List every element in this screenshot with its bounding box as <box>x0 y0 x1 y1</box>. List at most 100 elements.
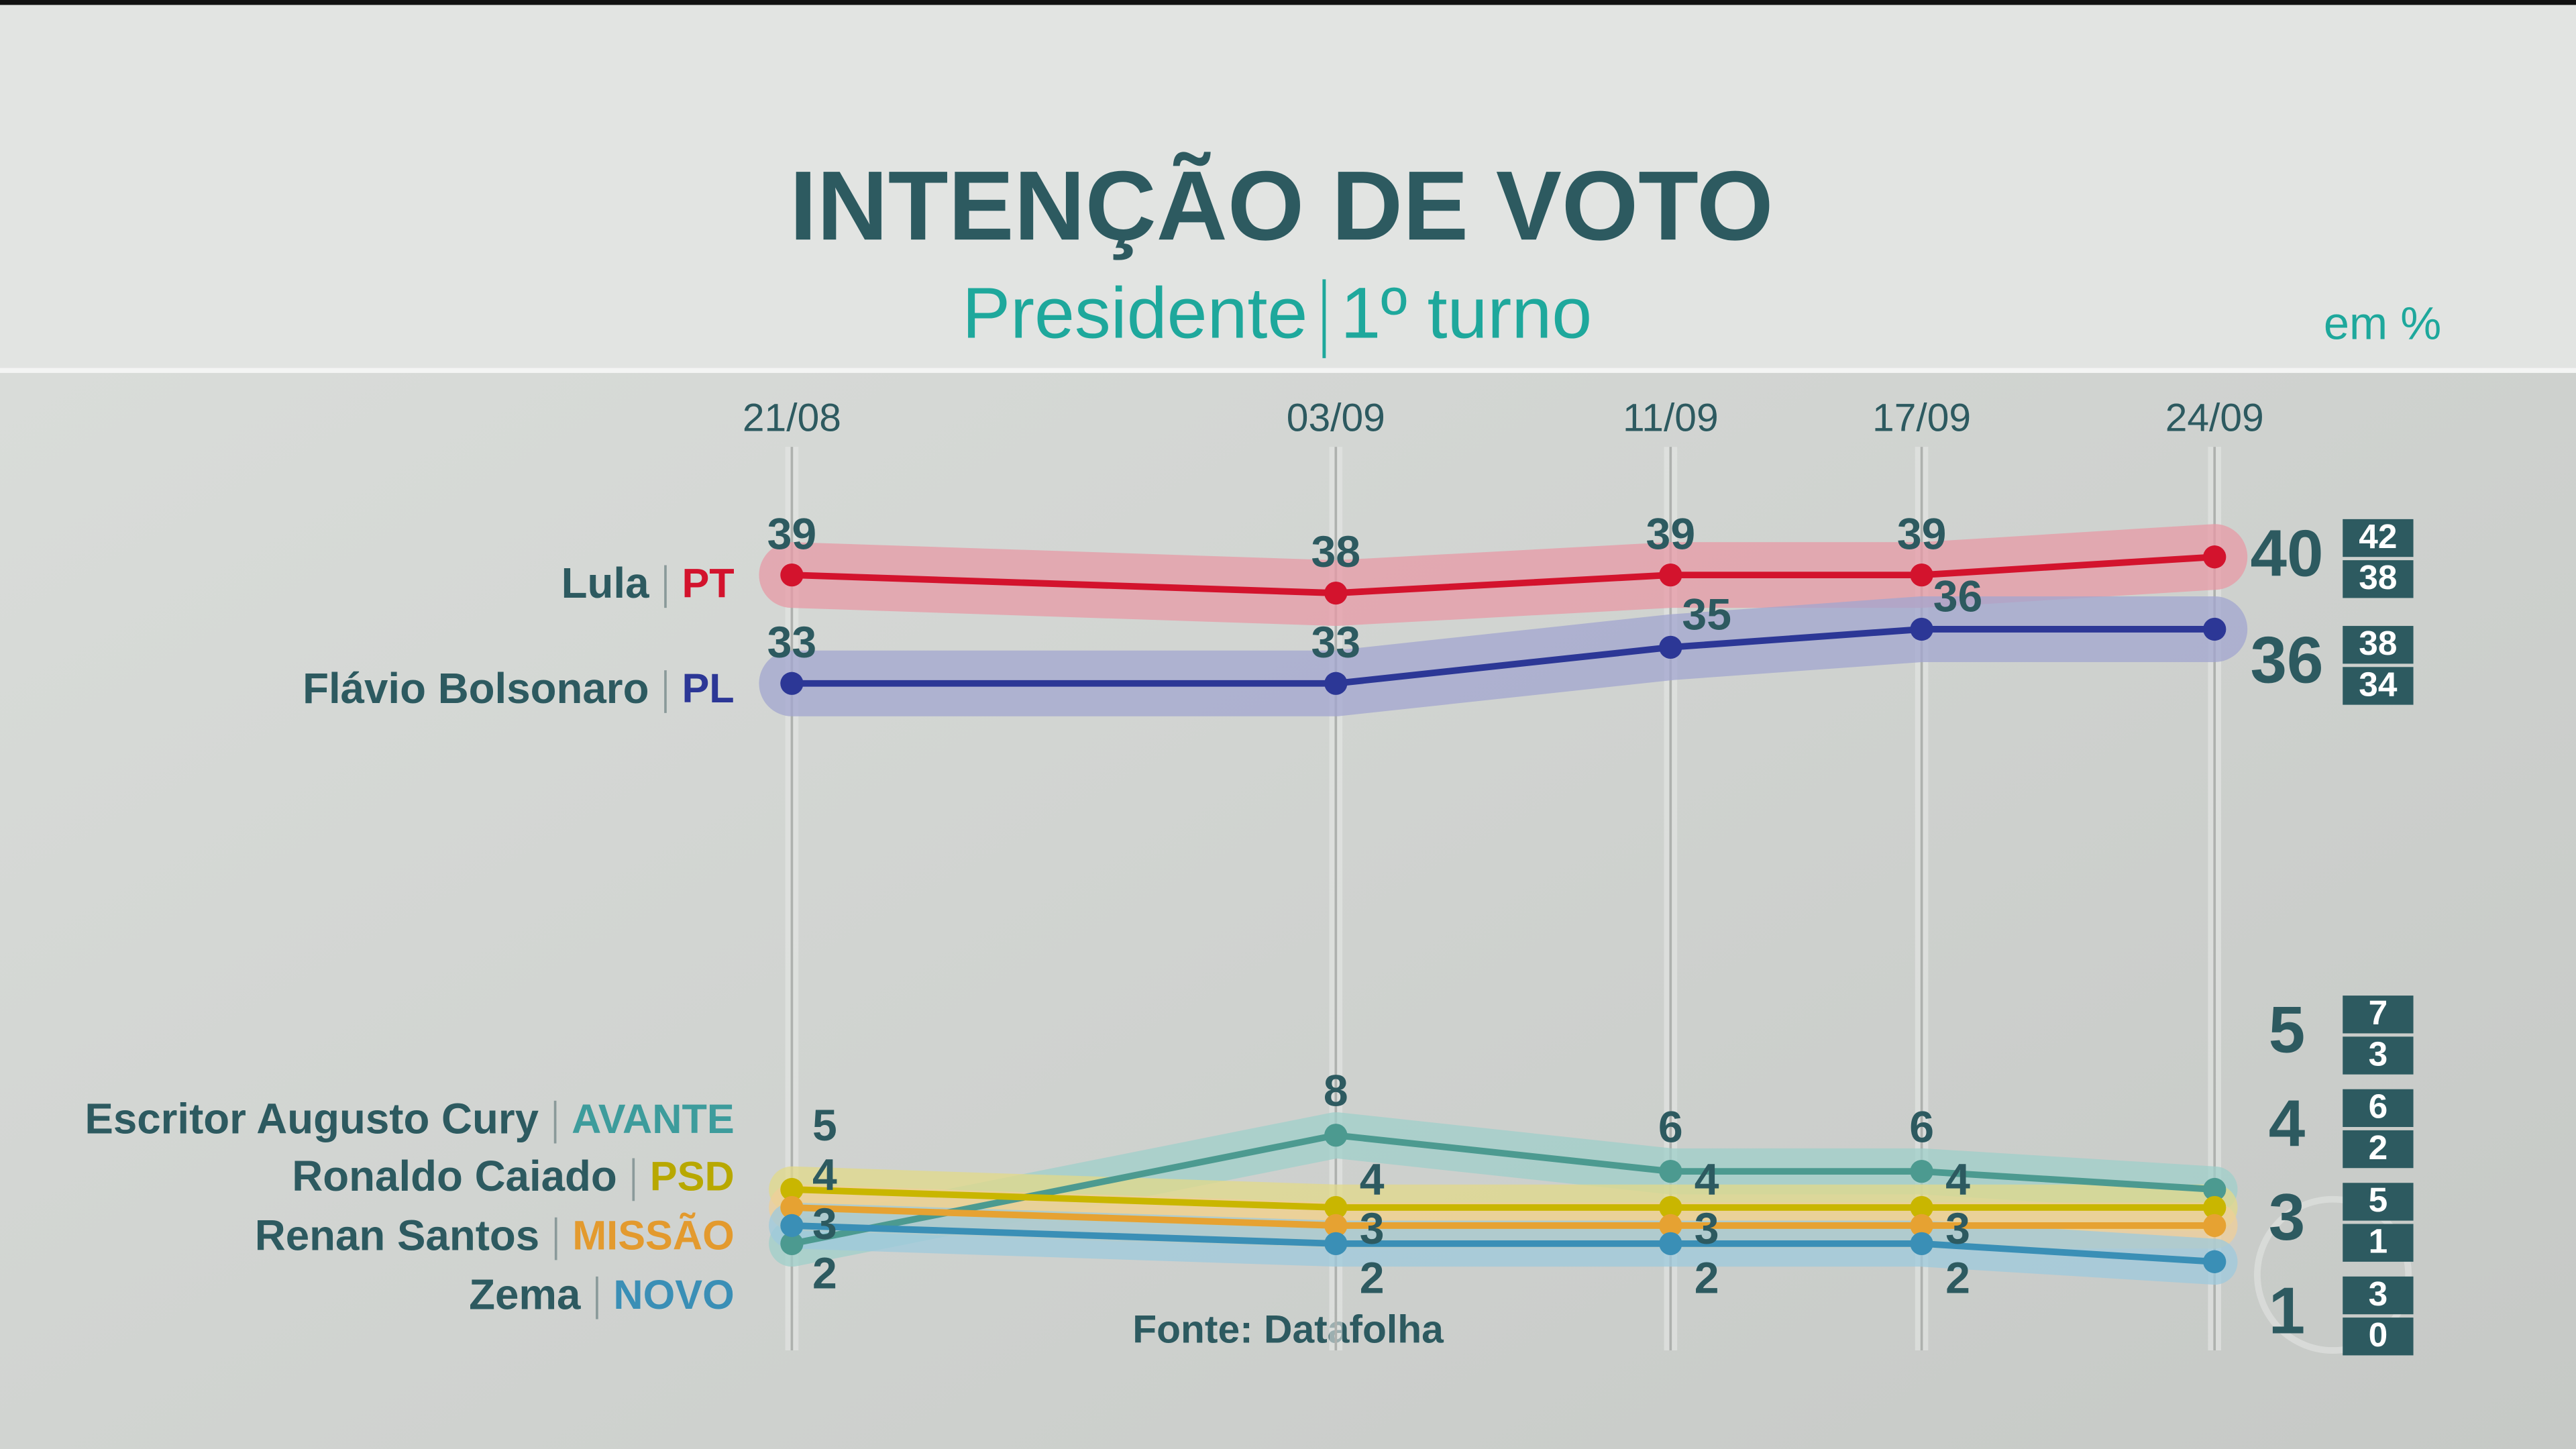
data-label: 35 <box>1682 590 1731 639</box>
data-point <box>2203 1250 2226 1273</box>
data-point <box>1910 617 1933 641</box>
data-point <box>1910 1214 1933 1238</box>
margin-value: 1 <box>2369 1221 2388 1260</box>
data-point <box>1910 1159 1933 1183</box>
data-point <box>2203 545 2226 569</box>
data-label: 3 <box>812 1199 837 1249</box>
x-tick-label: 17/09 <box>1872 396 1971 439</box>
data-point <box>1659 1159 1682 1183</box>
margin-value: 6 <box>2369 1087 2388 1126</box>
legend-party: NOVO <box>613 1272 734 1318</box>
source: Fonte: Datafolha <box>1132 1308 1444 1352</box>
margin-box <box>2343 667 2414 705</box>
margin-value: 38 <box>2359 623 2397 662</box>
data-label: 4 <box>1945 1155 1970 1205</box>
unit-label: em % <box>2324 297 2441 349</box>
top-strip <box>0 0 2576 5</box>
x-tick-label: 24/09 <box>2165 396 2264 439</box>
data-point <box>2203 617 2226 641</box>
data-label: 2 <box>1695 1254 1719 1303</box>
data-label: 8 <box>1324 1066 1348 1116</box>
margin-value: 42 <box>2359 517 2397 555</box>
legend-name: Zema <box>469 1271 581 1319</box>
legend-name: Lula <box>561 559 649 607</box>
margin-value: 2 <box>2369 1128 2388 1167</box>
legend-party: PSD <box>650 1154 735 1199</box>
legend-party: PT <box>682 560 734 606</box>
data-point <box>2203 1195 2226 1220</box>
data-label: 4 <box>1360 1155 1385 1205</box>
data-label: 39 <box>1646 509 1696 559</box>
legend-name: Flávio Bolsonaro <box>303 665 649 712</box>
data-label: 2 <box>1945 1254 1970 1303</box>
subtitle: Presidente <box>962 272 1307 354</box>
series-band <box>759 524 2248 627</box>
margin-value: 0 <box>2369 1315 2388 1354</box>
margin-value: 38 <box>2359 557 2397 596</box>
chart-title: INTENÇÃO DE VOTO <box>790 151 1774 261</box>
data-point <box>1324 1195 1348 1220</box>
margin-box <box>2343 1318 2414 1356</box>
legend-party: PL <box>682 665 734 711</box>
final-value: 40 <box>2251 517 2324 590</box>
header-divider <box>0 368 2576 373</box>
data-point <box>1910 564 1933 587</box>
x-tick-label: 03/09 <box>1287 396 1385 439</box>
margin-value: 7 <box>2369 993 2388 1032</box>
margin-box <box>2343 1276 2414 1315</box>
data-point <box>1910 1195 1933 1220</box>
data-label: 4 <box>812 1150 837 1199</box>
data-point <box>1324 581 1348 605</box>
margin-box <box>2343 1089 2414 1127</box>
final-value: 36 <box>2251 623 2324 697</box>
data-label: 38 <box>1311 527 1361 577</box>
data-label: 3 <box>1945 1204 1970 1254</box>
margin-value: 3 <box>2369 1274 2388 1313</box>
data-point <box>1324 672 1348 695</box>
data-label: 36 <box>1933 572 1983 621</box>
data-label: 4 <box>1695 1155 1719 1205</box>
data-point <box>1910 1232 1933 1256</box>
data-point <box>1324 1232 1348 1256</box>
data-point <box>1659 1195 1682 1220</box>
margin-value: 34 <box>2359 664 2398 703</box>
data-label: 33 <box>1311 618 1361 667</box>
data-point <box>780 672 804 695</box>
data-label: 3 <box>1360 1204 1385 1254</box>
data-point <box>1659 1232 1682 1256</box>
subtitle: 1º turno <box>1340 272 1592 354</box>
data-label: 33 <box>767 618 817 667</box>
data-point <box>1659 1214 1682 1238</box>
data-label: 6 <box>1658 1102 1683 1152</box>
data-label: 2 <box>1360 1254 1385 1303</box>
data-point <box>780 1214 804 1238</box>
final-value: 5 <box>2269 993 2305 1067</box>
margin-box <box>2343 519 2414 557</box>
margin-box <box>2343 1036 2414 1075</box>
legend-name: Escritor Augusto Cury <box>85 1095 539 1142</box>
margin-value: 5 <box>2369 1180 2388 1219</box>
header-band <box>0 0 2576 370</box>
data-label: 2 <box>812 1248 837 1298</box>
data-label: 3 <box>1695 1204 1719 1254</box>
margin-box <box>2343 1130 2414 1169</box>
data-point <box>780 564 804 587</box>
x-tick-label: 21/08 <box>743 396 841 439</box>
margin-value: 3 <box>2369 1034 2388 1073</box>
data-point <box>780 1195 804 1220</box>
legend-name: Renan Santos <box>255 1212 539 1259</box>
margin-box <box>2343 626 2414 664</box>
data-label: 39 <box>767 509 817 559</box>
data-label: 39 <box>1897 509 1947 559</box>
legend-party: AVANTE <box>572 1096 735 1142</box>
data-label: 6 <box>1909 1102 1934 1152</box>
margin-box <box>2343 996 2414 1034</box>
data-point <box>2203 1214 2226 1238</box>
final-value: 3 <box>2269 1180 2305 1254</box>
final-value: 4 <box>2269 1086 2305 1160</box>
watermark <box>2254 1195 2412 1354</box>
margin-box <box>2343 560 2414 598</box>
legend-name: Ronaldo Caiado <box>292 1152 617 1200</box>
data-point <box>780 1177 804 1201</box>
